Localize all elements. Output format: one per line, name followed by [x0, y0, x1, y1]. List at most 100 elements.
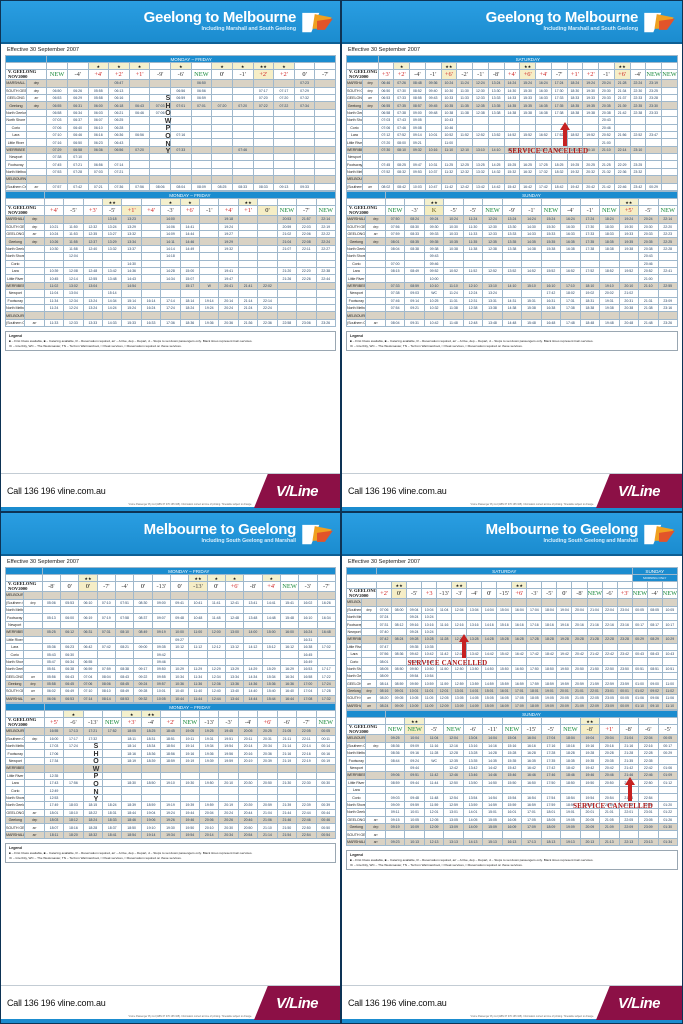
- vline-bird-icon: [644, 12, 675, 32]
- time-cell: 22:20: [657, 222, 678, 232]
- comparison-label-line: V. GEELONG: [349, 724, 378, 730]
- time-cell: [519, 153, 536, 162]
- time-cell: 21:05: [599, 815, 620, 824]
- time-cell: 16:42: [511, 649, 528, 659]
- panel-footer: Call 136 196 vline.com.au V/Line Passenge…: [1, 985, 340, 1020]
- time-cell: 10:38: [443, 244, 464, 254]
- time-cell: 12:35: [82, 229, 104, 239]
- time-cell: 14:42: [482, 763, 503, 773]
- time-cell: 09:24: [423, 215, 445, 224]
- time-cell: [601, 598, 618, 607]
- service-symbol: [540, 198, 562, 207]
- time-cell: 18:10: [550, 145, 568, 155]
- time-cell: 10:35: [443, 237, 464, 246]
- time-cell: [63, 793, 84, 803]
- time-cell: 07:29: [293, 86, 316, 95]
- time-cell: 09:46: [406, 657, 423, 666]
- time-cell: 15:17: [179, 281, 201, 291]
- time-cell: 17:52: [579, 266, 601, 276]
- time-cell: 20:39: [257, 756, 278, 766]
- time-cell: [638, 311, 659, 320]
- time-cell: 22:50: [296, 823, 317, 832]
- time-cell: 14:11: [160, 237, 181, 246]
- time-cell: 06:12: [59, 628, 80, 637]
- time-cell: 20:02: [599, 289, 620, 298]
- time-cell: 23:26: [315, 318, 336, 328]
- time-cell: [550, 116, 568, 125]
- time-cell: 09:14: [404, 296, 425, 305]
- station-arr-dep: [24, 303, 45, 313]
- legend-box: Legend ■ – First Class available, ■ – Cat…: [346, 331, 678, 351]
- time-cell: 17:32: [316, 694, 337, 704]
- comparison-label-line: V. GEELONG: [349, 588, 377, 593]
- delta-value: 0': [59, 580, 80, 593]
- time-cell: [393, 175, 410, 184]
- time-cell: 10:24: [440, 79, 458, 88]
- time-cell: [293, 160, 316, 169]
- time-cell: [276, 764, 298, 773]
- time-cell: [133, 657, 153, 667]
- time-cell: 19:30: [618, 222, 640, 232]
- station-arr-dep: [23, 665, 43, 674]
- time-cell: 13:50: [466, 664, 483, 674]
- time-cell: 18:31: [140, 734, 162, 744]
- time-cell: 19:36: [199, 318, 220, 328]
- time-cell: 22:59: [638, 800, 659, 810]
- vline-bird-icon: [302, 524, 333, 544]
- delta-value: 0': [78, 580, 98, 593]
- time-cell: 08:24: [376, 701, 393, 711]
- time-cell: [102, 764, 123, 773]
- time-cell: [501, 785, 523, 795]
- time-cell: 07:23: [293, 79, 316, 88]
- time-cell: 11:05: [421, 694, 438, 703]
- service-symbol: [629, 62, 647, 70]
- time-cell: 07:38: [384, 289, 406, 298]
- time-cell: 19:10: [566, 145, 584, 155]
- station-name: Little River: [346, 138, 363, 147]
- time-cell: [151, 635, 171, 644]
- time-cell: 20:25: [257, 727, 278, 736]
- time-cell: 14:04: [482, 734, 503, 743]
- delta-value: -5': [462, 205, 484, 217]
- vline-logo: V/Line: [596, 474, 682, 508]
- time-cell: [257, 237, 278, 246]
- time-cell: 00:43: [631, 649, 648, 659]
- time-cell: 22:04: [638, 734, 659, 743]
- service-symbol: ★★: [140, 710, 162, 719]
- time-cell: [586, 612, 603, 622]
- time-cell: 14:06: [160, 222, 181, 232]
- time-cell: [472, 116, 489, 125]
- delta-value: +2': [273, 68, 295, 81]
- station-name: Corio: [345, 259, 367, 268]
- station-name: GEELONG: [346, 93, 363, 103]
- time-cell: 10:29: [169, 665, 190, 674]
- time-cell: [440, 153, 458, 162]
- time-cell: 07:10: [66, 153, 89, 162]
- time-cell: 21:54: [276, 830, 298, 840]
- station-name: MELBOURNE: [4, 727, 26, 736]
- time-cell: 00:17: [631, 620, 648, 629]
- time-cell: [462, 830, 484, 839]
- station-arr-dep: [365, 281, 386, 291]
- time-cell: 06:43: [128, 101, 151, 110]
- time-cell: 10:30: [43, 244, 65, 254]
- time-cell: [206, 591, 226, 600]
- time-cell: 06:21: [108, 108, 130, 118]
- time-cell: [140, 215, 162, 224]
- time-cell: [273, 145, 295, 155]
- time-cell: 07:06: [46, 123, 68, 132]
- time-cell: [436, 612, 453, 622]
- time-cell: [63, 215, 84, 224]
- station-name: Newport: [345, 289, 367, 298]
- time-cell: [276, 303, 298, 313]
- comparison-label: V. GEELONG NOV2000: [5, 580, 43, 593]
- panel-bottom-bar: [1, 507, 340, 511]
- time-cell: 18:07: [43, 823, 65, 832]
- time-cell: 20:10: [199, 823, 220, 832]
- time-cell: 07:17: [273, 86, 295, 95]
- time-cell: 11:42: [423, 771, 445, 780]
- time-cell: [436, 627, 453, 637]
- time-cell: 09:14: [409, 130, 426, 140]
- time-cell: [261, 635, 281, 644]
- delta-row: V. GEELONG NOV2000 +4' -5' +3' -5' +1' +4' -3' +6…: [5, 205, 336, 217]
